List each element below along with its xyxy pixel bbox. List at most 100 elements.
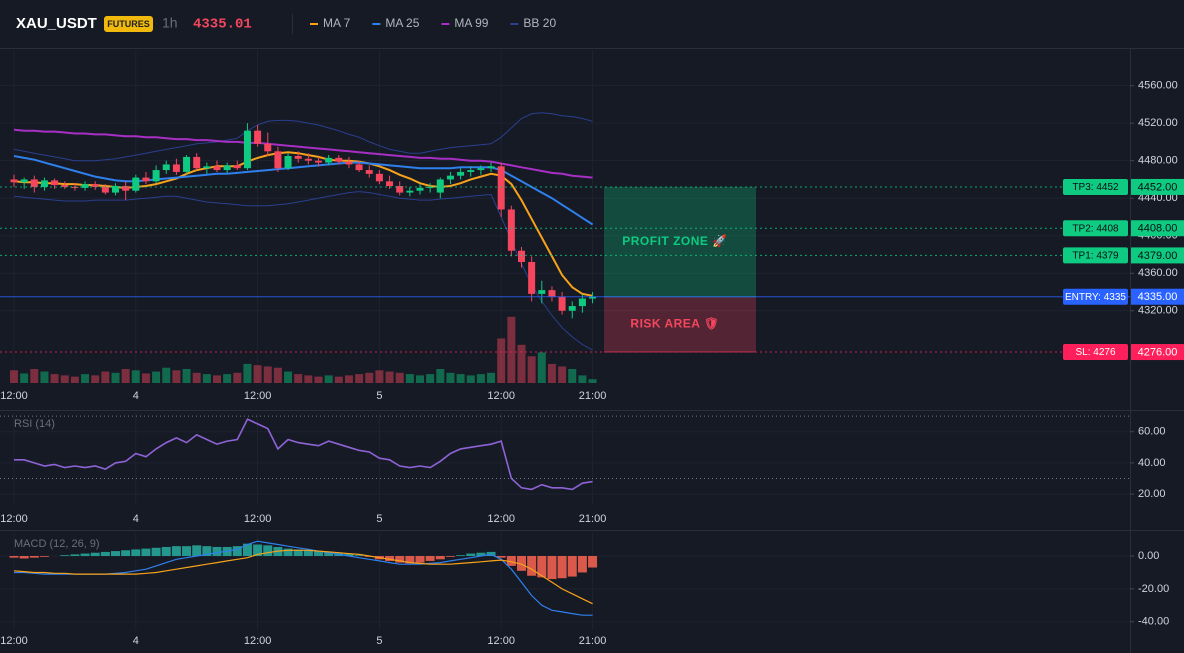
y-tick-label: 4560.00 <box>1138 80 1178 92</box>
volume-bar <box>101 371 110 383</box>
volume-bar <box>243 363 252 383</box>
candle-body <box>355 164 363 171</box>
macd-histogram-bar <box>314 551 323 557</box>
candle-body <box>152 170 160 182</box>
candle-body <box>518 250 525 262</box>
x-tick-label: 5 <box>376 635 382 647</box>
candle-body <box>345 161 353 165</box>
macd-histogram-bar <box>395 556 405 563</box>
volume-bar <box>446 372 455 383</box>
volume-bar <box>334 376 343 383</box>
candle-body <box>10 179 18 183</box>
volume-bar <box>365 372 374 383</box>
x-tick-label: 21:00 <box>579 513 607 525</box>
candle-body <box>304 158 312 161</box>
macd-histogram-bar <box>415 556 425 563</box>
candle-body <box>101 186 109 193</box>
macd-histogram-bar <box>567 556 577 577</box>
candle-body <box>578 298 586 307</box>
y-tick-label: 4520.00 <box>1138 117 1178 129</box>
zone <box>604 296 756 353</box>
level-price: 4379.00 <box>1138 250 1178 262</box>
macd-histogram-bar <box>476 552 486 557</box>
candle-body <box>40 180 48 187</box>
macd-histogram-bar <box>171 546 181 557</box>
level-price: 4452.00 <box>1138 181 1178 193</box>
legend-label: MA 7 <box>323 16 351 30</box>
volume-bar <box>385 371 394 383</box>
macd-histogram-bar <box>496 556 506 558</box>
volume-bar <box>426 374 435 383</box>
volume-bar <box>182 369 191 383</box>
macd-histogram-bar <box>557 556 567 579</box>
x-tick-label: 12:00 <box>244 513 272 525</box>
macd-histogram-bar <box>242 543 252 557</box>
macd-histogram-bar <box>100 551 110 557</box>
candle-body <box>396 186 404 193</box>
x-tick-label: 12:00 <box>0 513 28 525</box>
y-tick-label: 40.00 <box>1138 457 1166 469</box>
level-price: 4335.00 <box>1138 291 1178 303</box>
macd-histogram-bar <box>577 556 587 573</box>
zone-label: PROFIT ZONE 🚀 <box>622 234 727 248</box>
volume-bar <box>547 363 556 383</box>
candle-body <box>112 186 119 193</box>
candle-body <box>243 130 251 169</box>
candle-body <box>213 166 221 171</box>
macd-histogram-bar <box>303 550 313 557</box>
candle-body <box>487 166 495 169</box>
candle-body <box>528 261 536 294</box>
candle-body <box>193 156 201 169</box>
volume-bar <box>60 375 69 383</box>
volume-bar <box>20 373 29 383</box>
macd-histogram-bar <box>182 546 192 557</box>
macd-histogram-bar <box>9 556 19 558</box>
level-price-bg <box>1131 344 1184 361</box>
candle-body <box>30 179 38 187</box>
macd-histogram-bar <box>29 556 39 558</box>
volume-bar <box>537 352 546 383</box>
level-tag: TP1: 4379 <box>1072 251 1119 262</box>
volume-bar <box>50 374 59 383</box>
volume-bar <box>111 372 120 383</box>
volume-bar <box>355 374 364 383</box>
macd-histogram-bar <box>60 555 70 557</box>
x-tick-label: 12:00 <box>487 635 515 647</box>
candle-body <box>558 296 566 311</box>
macd-histogram-bar <box>425 556 435 561</box>
candle-body <box>589 296 597 299</box>
candle-body <box>61 185 69 187</box>
candle-body <box>538 290 546 294</box>
macd-histogram-bar <box>70 554 80 557</box>
macd-histogram-bar <box>527 556 537 576</box>
x-tick-label: 4 <box>133 513 139 525</box>
volume-bar <box>344 375 353 383</box>
macd-histogram-bar <box>111 551 120 557</box>
x-tick-label: 5 <box>376 513 382 525</box>
volume-bar <box>487 372 496 383</box>
volume-bar <box>30 369 39 383</box>
y-tick-label: 4440.00 <box>1138 192 1178 204</box>
volume-bar <box>40 371 49 383</box>
ma-line <box>13 155 594 226</box>
volume-bar <box>578 375 587 383</box>
candle-body <box>264 143 272 152</box>
candle-body <box>142 177 150 182</box>
level-price-bg <box>1131 288 1184 305</box>
level-tag-bg <box>1063 247 1128 264</box>
macd-histogram-bar <box>517 556 526 571</box>
candle-body <box>91 184 99 187</box>
candle-body <box>122 186 130 191</box>
volume-bar <box>233 372 242 383</box>
candle-body <box>162 164 170 171</box>
volume-bar <box>527 356 536 383</box>
y-tick-label: 4360.00 <box>1138 267 1178 279</box>
candle-body <box>325 157 333 163</box>
badge-bg <box>104 16 153 32</box>
volume-bar <box>202 374 211 383</box>
macd-histogram-bar <box>445 556 455 557</box>
candle-body <box>467 170 475 172</box>
volume-bar <box>294 374 303 383</box>
level-tag-bg <box>1063 344 1128 361</box>
